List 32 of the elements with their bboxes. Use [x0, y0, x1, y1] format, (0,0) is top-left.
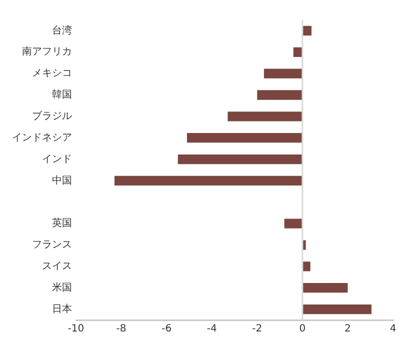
x-tick-label: -4	[206, 324, 217, 335]
x-tick-label: 4	[390, 324, 396, 335]
y-tick-label: メキシコ	[32, 68, 72, 80]
bar	[114, 176, 302, 186]
bar	[257, 90, 302, 100]
bar	[302, 262, 310, 272]
x-tick-label: -2	[252, 324, 262, 335]
y-tick-label: 中国	[52, 174, 72, 186]
y-tick-label: 日本	[52, 302, 72, 315]
x-tick-label: -10	[68, 324, 84, 335]
x-tick-label: -6	[162, 324, 172, 335]
x-tick-label: 0	[299, 324, 306, 335]
bar	[302, 26, 312, 36]
x-tick-label: 2	[344, 324, 351, 335]
bar	[284, 218, 302, 228]
bar	[264, 68, 302, 78]
bar	[302, 283, 348, 293]
x-tick-label: -8	[116, 324, 126, 335]
y-tick-label: インド	[42, 154, 72, 165]
bar	[178, 154, 302, 164]
y-tick-label: フランス	[32, 240, 72, 251]
bar	[186, 133, 302, 143]
y-tick-label: ブラジル	[32, 110, 72, 122]
y-tick-label: 米国	[52, 281, 72, 294]
bar	[302, 304, 372, 314]
y-tick-label: 台湾	[52, 24, 72, 36]
y-tick-label: 英国	[52, 217, 72, 230]
y-tick-label: インドネシア	[12, 132, 72, 144]
bar	[228, 112, 302, 122]
y-tick-label: 韓国	[52, 88, 72, 101]
y-tick-label: スイス	[42, 261, 72, 272]
y-tick-label: 南アフリカ	[22, 46, 72, 58]
